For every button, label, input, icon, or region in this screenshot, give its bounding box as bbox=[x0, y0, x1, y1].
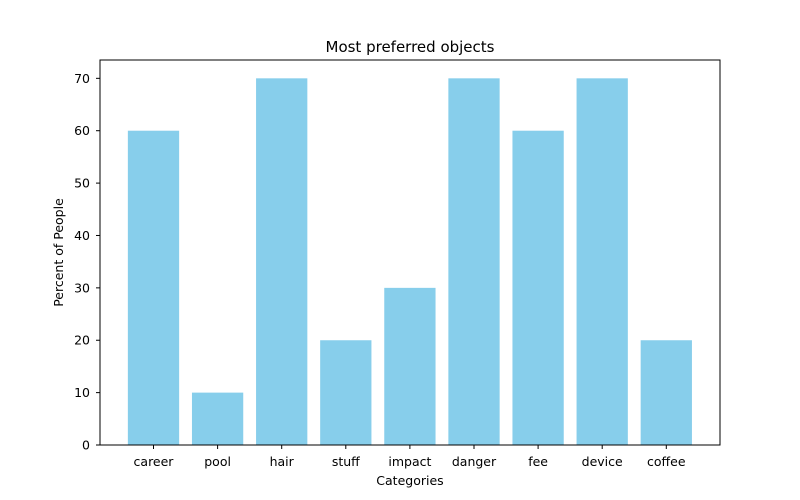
x-axis-ticks: career pool hair stuff impact danger fee device… bbox=[134, 445, 686, 469]
x-tick-label: danger bbox=[452, 454, 497, 469]
x-tick-label: device bbox=[582, 454, 623, 469]
bar-fee bbox=[512, 130, 564, 445]
y-tick-label: 20 bbox=[74, 333, 90, 348]
x-axis-label: Categories bbox=[376, 473, 443, 488]
y-axis-label: Percent of People bbox=[51, 198, 66, 307]
bar-danger bbox=[448, 78, 500, 445]
x-tick-label: stuff bbox=[332, 454, 360, 469]
x-tick-label: coffee bbox=[647, 454, 686, 469]
bar-pool bbox=[191, 392, 244, 445]
y-tick-label: 0 bbox=[82, 438, 90, 453]
bar-hair bbox=[256, 78, 308, 445]
y-tick-label: 60 bbox=[74, 123, 90, 138]
bar-impact bbox=[384, 287, 436, 445]
chart-title: Most preferred objects bbox=[326, 38, 495, 56]
y-axis-ticks: 0 10 20 30 40 50 60 70 bbox=[74, 71, 100, 453]
bar-coffee bbox=[640, 340, 692, 445]
x-tick-label: fee bbox=[528, 454, 548, 469]
bar-device bbox=[576, 78, 628, 445]
bars-group bbox=[127, 78, 692, 445]
y-tick-label: 70 bbox=[74, 71, 90, 86]
bar-career bbox=[127, 130, 180, 445]
x-tick-label: pool bbox=[204, 454, 231, 469]
y-tick-label: 30 bbox=[74, 280, 90, 295]
y-tick-label: 10 bbox=[74, 385, 90, 400]
y-tick-label: 40 bbox=[74, 228, 90, 243]
y-tick-label: 50 bbox=[74, 176, 90, 191]
bar-stuff bbox=[320, 340, 372, 445]
x-tick-label: impact bbox=[388, 454, 431, 469]
x-tick-label: career bbox=[134, 454, 175, 469]
x-tick-label: hair bbox=[270, 454, 295, 469]
